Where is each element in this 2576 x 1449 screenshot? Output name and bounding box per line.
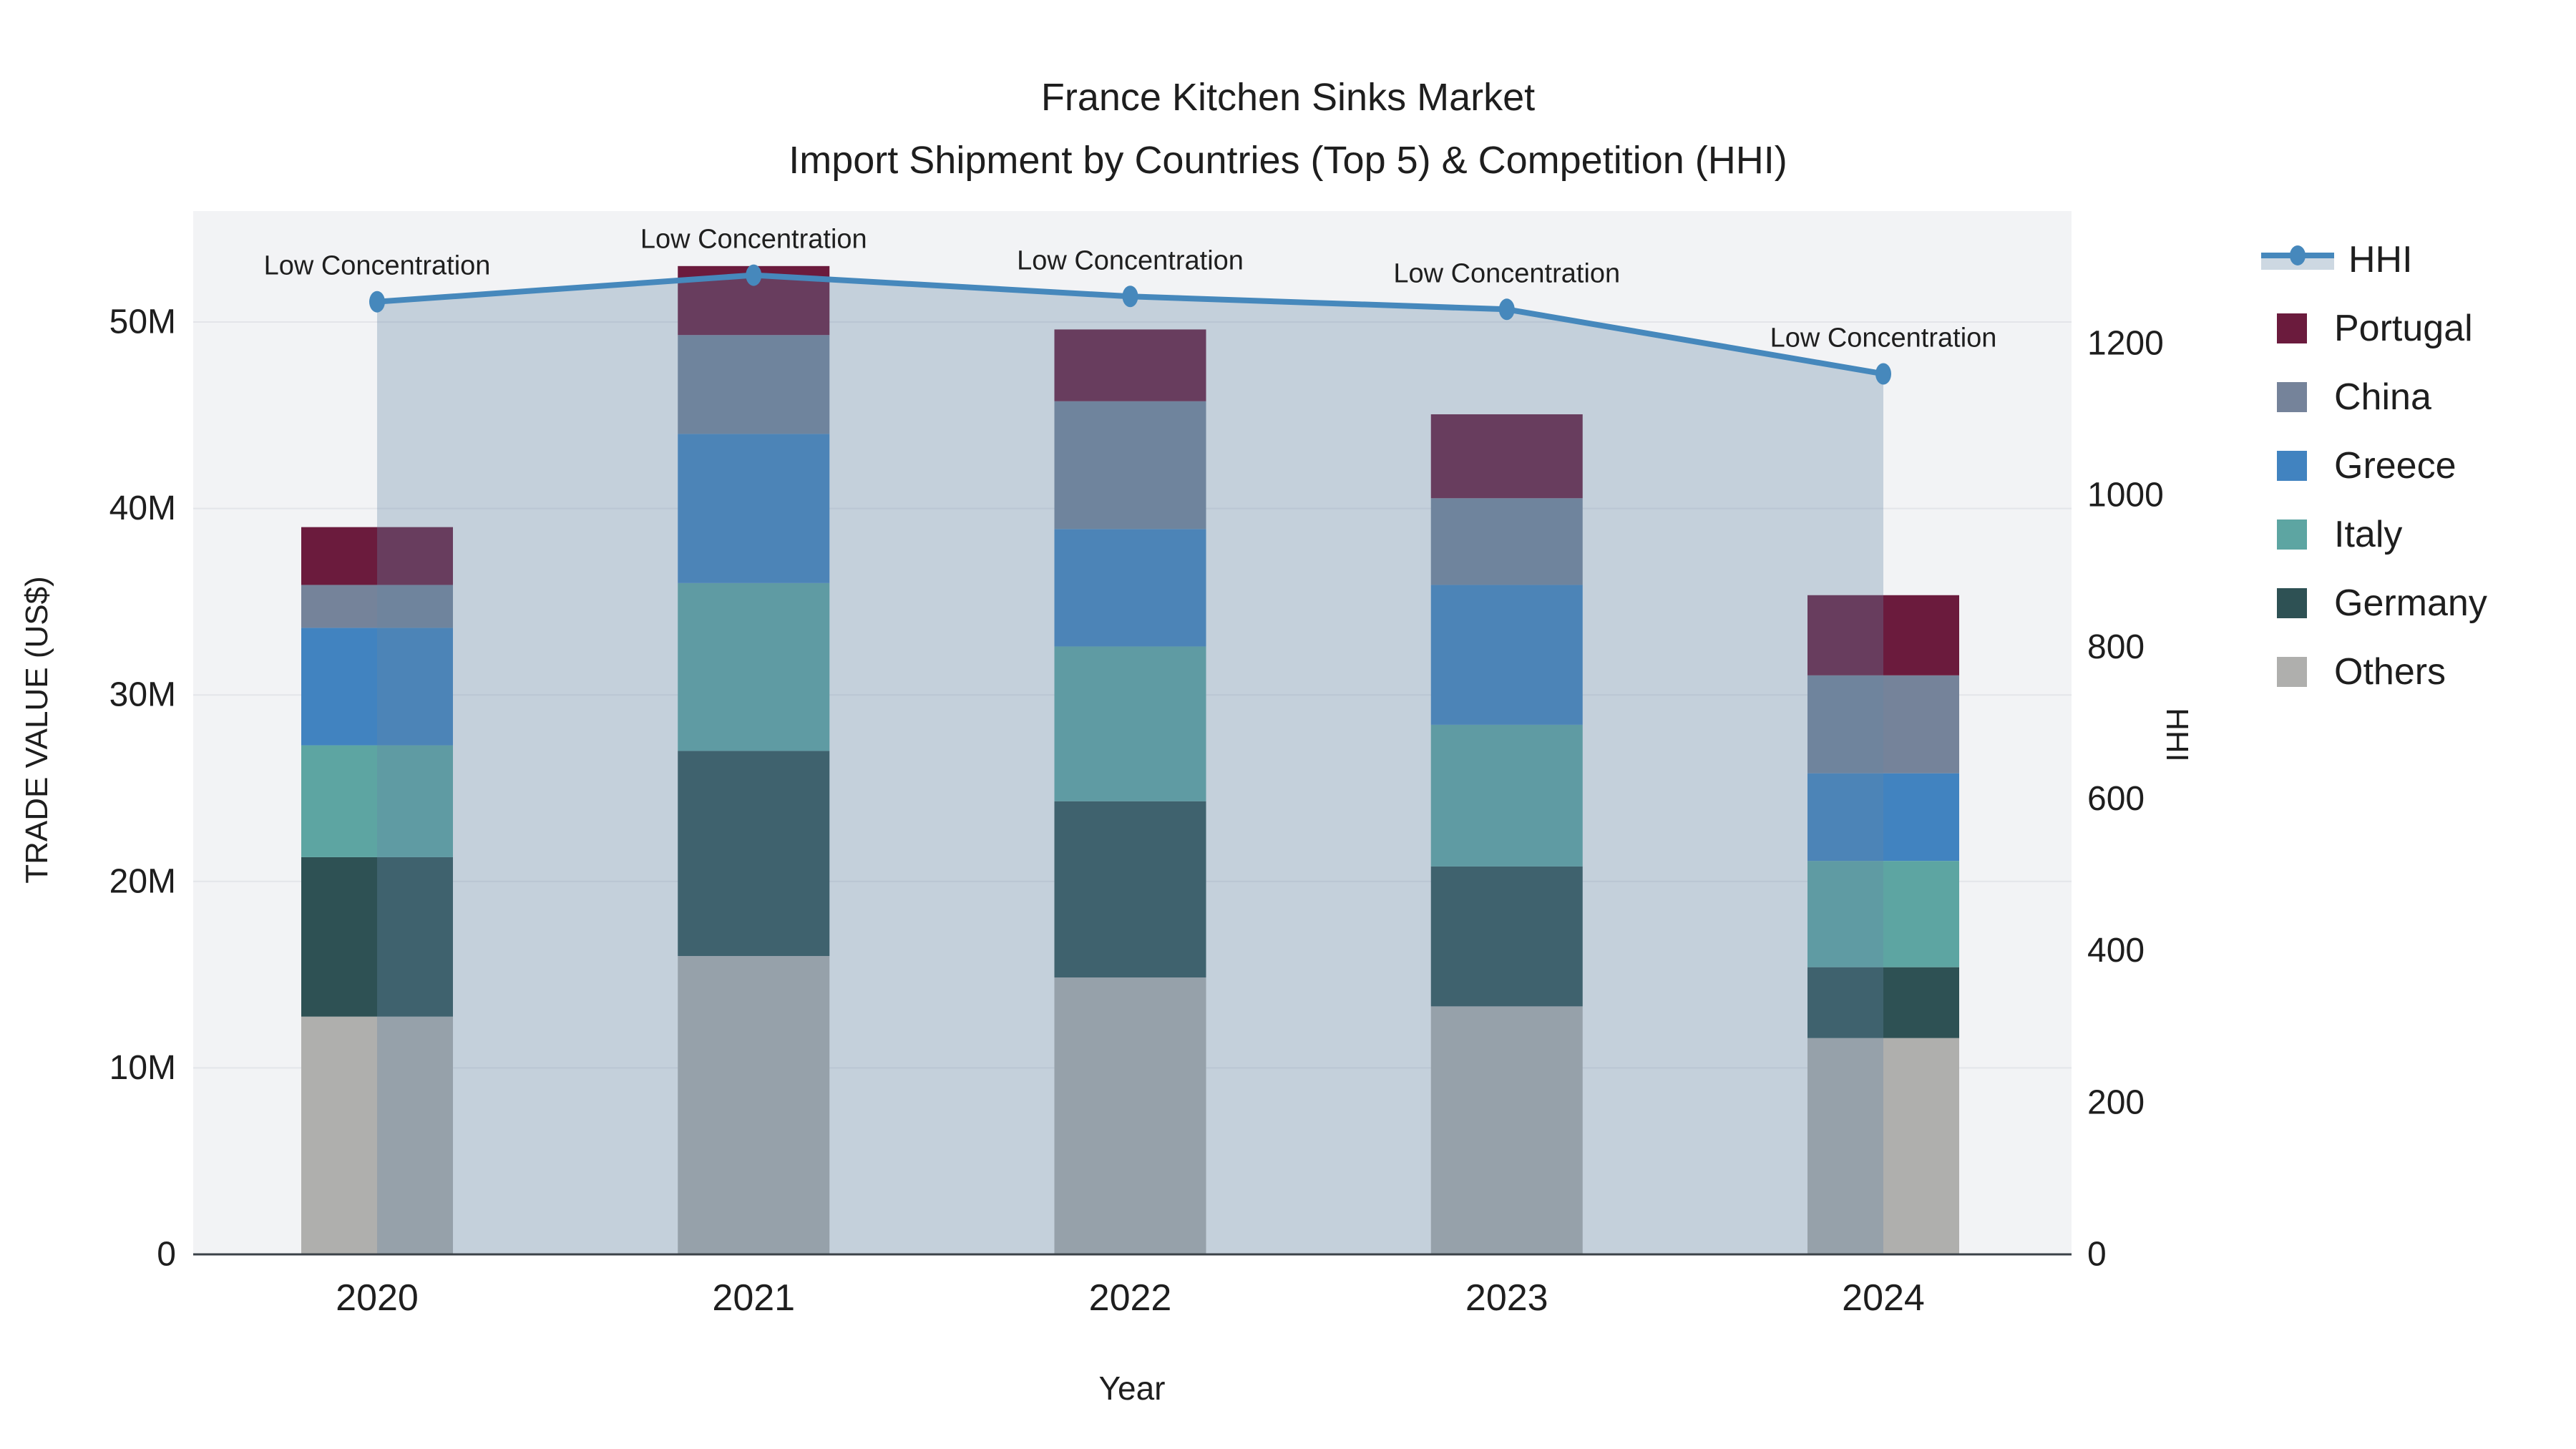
annotation-2024: Low Concentration (1770, 323, 1997, 353)
legend: HHI Portugal China Greece Italy Germany Others (2261, 225, 2487, 706)
y-tick-right-200: 200 (2087, 1083, 2145, 1121)
x-tick-2024: 2024 (1842, 1277, 1925, 1319)
annotation-2023: Low Concentration (1393, 258, 1620, 288)
bar-segment-italy-2024 (1807, 861, 1959, 967)
annotation-2020: Low Concentration (264, 251, 491, 281)
bar-segment-others-2021 (678, 956, 830, 1254)
y-tick-left-10M: 10M (109, 1049, 176, 1087)
bar-segment-greece-2024 (1807, 773, 1959, 862)
x-tick-2020: 2020 (336, 1277, 419, 1319)
legend-label-china: China (2334, 376, 2431, 418)
bar-segment-greece-2021 (678, 434, 830, 583)
legend-swatch-china (2277, 382, 2307, 412)
y-tick-left-50M: 50M (109, 303, 176, 341)
y-tick-right-1200: 1200 (2087, 325, 2164, 363)
bar-segment-others-2020 (301, 1016, 453, 1254)
legend-swatch-others (2277, 657, 2307, 687)
legend-item-italy[interactable]: Italy (2261, 500, 2487, 569)
y-tick-left-20M: 20M (109, 862, 176, 900)
legend-label-others: Others (2334, 651, 2446, 693)
legend-label-italy: Italy (2334, 514, 2403, 555)
bar-segment-greece-2020 (301, 628, 453, 746)
bar-segment-greece-2022 (1054, 529, 1206, 647)
x-tick-2023: 2023 (1465, 1277, 1548, 1319)
y-tick-right-1000: 1000 (2087, 477, 2164, 514)
bar-segment-china-2020 (301, 585, 453, 628)
x-tick-2022: 2022 (1089, 1277, 1172, 1319)
legend-label-germany: Germany (2334, 582, 2487, 624)
bar-segment-italy-2023 (1430, 724, 1583, 867)
y-tick-right-600: 600 (2087, 780, 2145, 818)
bar-segment-others-2022 (1054, 977, 1206, 1254)
bar-segment-china-2023 (1430, 498, 1583, 585)
y-axis-title-left: TRADE VALUE (US$) (19, 576, 54, 884)
y-tick-left-30M: 30M (109, 676, 176, 714)
legend-item-china[interactable]: China (2261, 363, 2487, 431)
legend-item-others[interactable]: Others (2261, 638, 2487, 706)
legend-swatch-germany (2277, 588, 2307, 618)
y-tick-right-400: 400 (2087, 932, 2145, 970)
bar-segment-germany-2023 (1430, 866, 1583, 1007)
bar-segment-germany-2020 (301, 857, 453, 1017)
legend-swatch-italy (2277, 519, 2307, 550)
legend-label-portugal: Portugal (2334, 308, 2473, 349)
y-axis-title-right: HHI (2160, 708, 2195, 762)
bar-segment-germany-2021 (678, 751, 830, 957)
hhi-marker-2020 (369, 291, 385, 313)
y-tick-right-0: 0 (2087, 1236, 2107, 1274)
legend-swatch-portugal (2277, 313, 2307, 343)
legend-label-hhi: HHI (2348, 239, 2413, 280)
chart-title-line1: France Kitchen Sinks Market (1040, 76, 1536, 119)
hhi-marker-2021 (746, 264, 762, 286)
bar-segment-italy-2020 (301, 745, 453, 857)
hhi-marker-2023 (1498, 298, 1515, 321)
bar-segment-others-2024 (1807, 1038, 1959, 1254)
hhi-marker-2022 (1122, 286, 1138, 308)
x-tick-2021: 2021 (712, 1277, 795, 1319)
bar-segment-china-2021 (678, 335, 830, 434)
bar-segment-germany-2022 (1054, 801, 1206, 978)
y-tick-right-800: 800 (2087, 628, 2145, 666)
legend-item-hhi[interactable]: HHI (2261, 225, 2487, 294)
legend-item-germany[interactable]: Germany (2261, 569, 2487, 638)
x-axis-title: Year (1098, 1370, 1166, 1407)
legend-label-greece: Greece (2334, 445, 2457, 487)
bar-segment-italy-2022 (1054, 646, 1206, 801)
y-tick-left-0: 0 (157, 1236, 176, 1274)
bar-segment-china-2022 (1054, 401, 1206, 530)
bar-segment-others-2023 (1430, 1006, 1583, 1254)
legend-item-greece[interactable]: Greece (2261, 431, 2487, 500)
bar-segment-portugal-2023 (1430, 414, 1583, 499)
bar-segment-italy-2021 (678, 582, 830, 751)
bar-segment-portugal-2024 (1807, 595, 1959, 675)
chart-title-line2: Import Shipment by Countries (Top 5) & C… (789, 139, 1787, 182)
annotation-2021: Low Concentration (640, 225, 867, 255)
legend-swatch-greece (2277, 451, 2307, 481)
chart-title: France Kitchen Sinks Market Import Shipm… (0, 66, 2576, 192)
legend-item-portugal[interactable]: Portugal (2261, 294, 2487, 363)
bar-segment-portugal-2020 (301, 527, 453, 585)
bar-segment-portugal-2022 (1054, 329, 1206, 401)
y-tick-left-40M: 40M (109, 489, 176, 527)
bar-segment-china-2024 (1807, 675, 1959, 774)
bar-segment-germany-2024 (1807, 967, 1959, 1038)
hhi-marker-2024 (1875, 363, 1891, 385)
hhi-area-fill (377, 275, 1883, 1254)
annotation-2022: Low Concentration (1017, 245, 1244, 275)
bar-segment-greece-2023 (1430, 585, 1583, 725)
hhi-line-swatch (2261, 245, 2334, 270)
